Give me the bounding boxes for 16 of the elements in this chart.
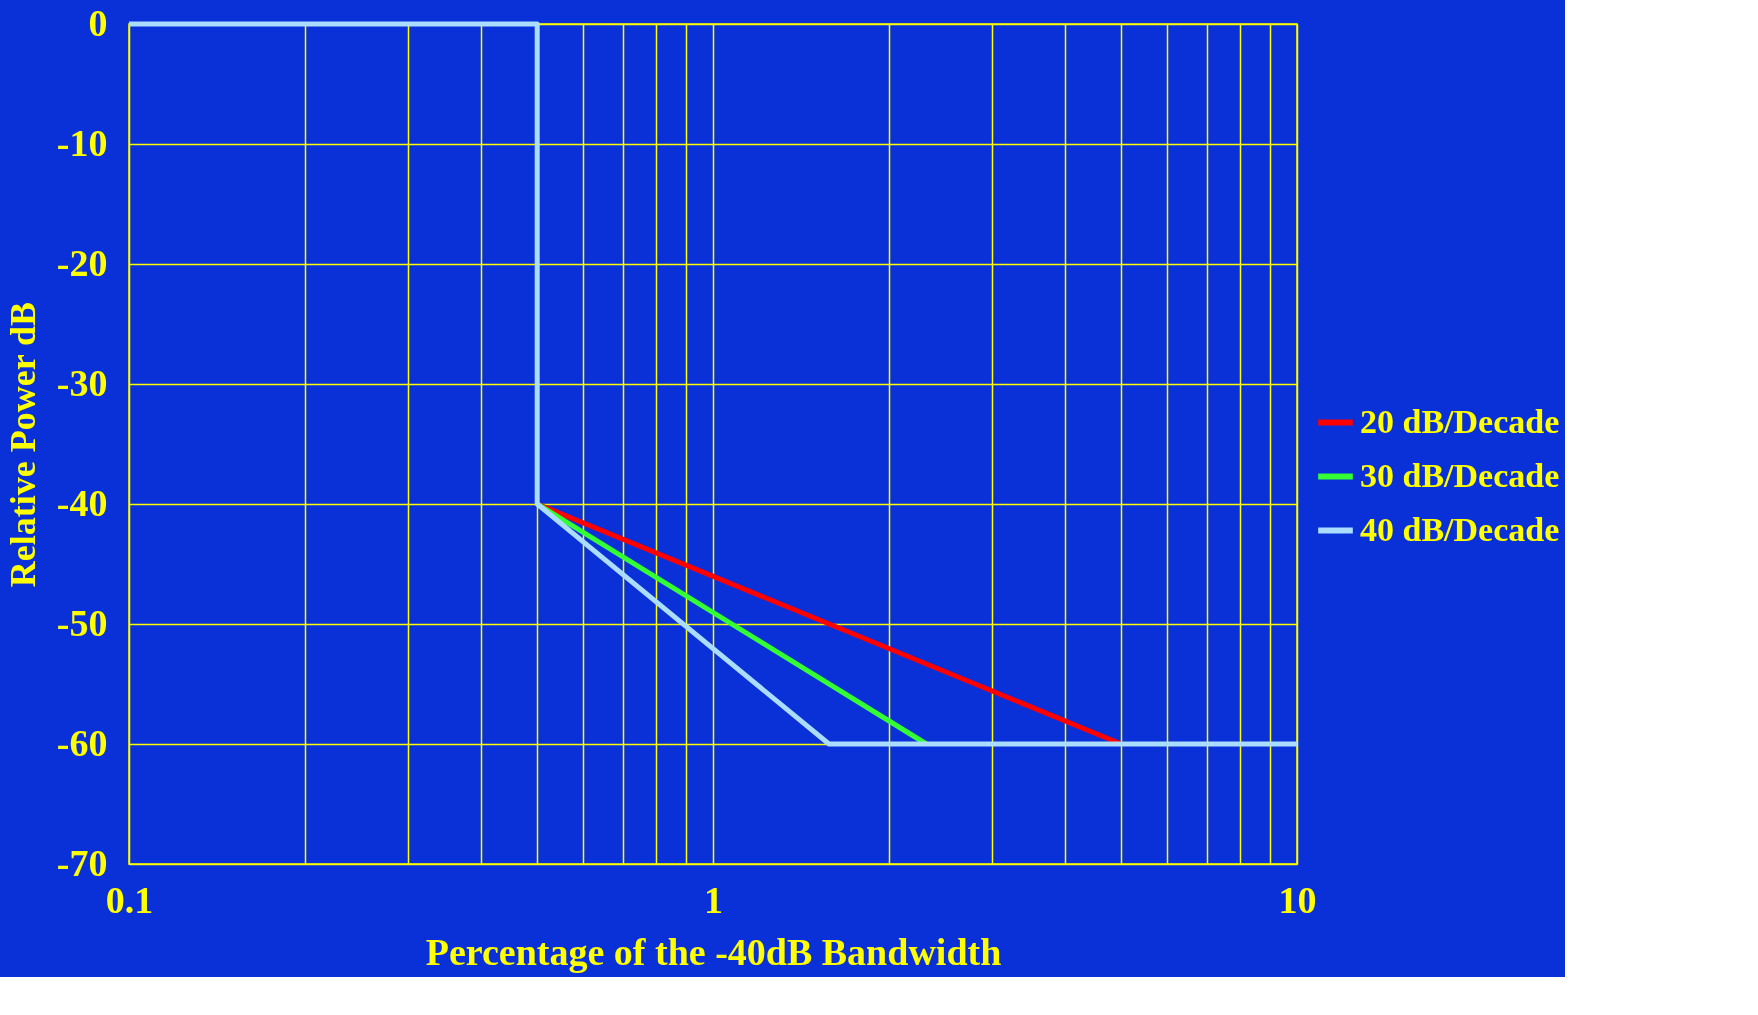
legend-label: 30 dB/Decade bbox=[1360, 456, 1560, 494]
x-tick-label: 0.1 bbox=[105, 878, 154, 921]
y-tick-label: -20 bbox=[56, 241, 108, 284]
y-tick-label: -60 bbox=[56, 721, 108, 764]
x-tick-label: 10 bbox=[1278, 878, 1317, 921]
y-tick-label: -70 bbox=[56, 841, 108, 884]
x-axis-title: Percentage of the -40dB Bandwidth bbox=[425, 930, 1002, 973]
y-tick-label: -50 bbox=[56, 601, 108, 644]
legend-label: 40 dB/Decade bbox=[1360, 510, 1560, 548]
legend-label: 20 dB/Decade bbox=[1360, 402, 1560, 440]
y-axis-title: Relative Power dB bbox=[2, 301, 43, 588]
y-tick-label: -30 bbox=[56, 361, 108, 404]
y-tick-label: -10 bbox=[56, 121, 108, 164]
x-tick-label: 1 bbox=[704, 878, 723, 921]
y-tick-label: 0 bbox=[88, 1, 108, 44]
y-tick-label: -40 bbox=[56, 481, 108, 524]
